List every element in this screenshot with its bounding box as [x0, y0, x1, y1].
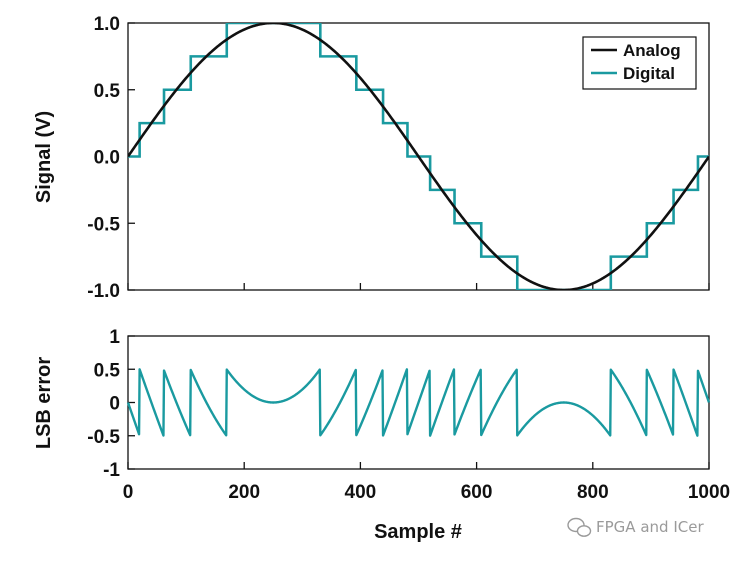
lsb-y-tick-label: 1: [109, 327, 120, 348]
signal-y-tick-label: -1.0: [87, 281, 120, 302]
lsb-x-tick-label: 600: [461, 482, 493, 503]
lsb-x-tick-label: 1000: [688, 482, 730, 503]
legend-label-digital: Digital: [623, 64, 675, 83]
legend: Analog Digital: [582, 36, 697, 90]
lsb-error-panel: 10.50-0.5-10 200 400 600 800 1000: [87, 327, 730, 503]
lsb-y-tick-label: -0.5: [87, 427, 120, 448]
signal-y-axis-label: Signal (V): [33, 111, 55, 203]
wechat-icon: [567, 517, 592, 537]
lsb-x-tick-label: 400: [345, 482, 377, 503]
watermark-text: FPGA and ICer: [596, 518, 704, 536]
lsb-error-series-line: [126, 368, 711, 437]
lsb-y-tick-label: 0.5: [94, 360, 121, 381]
lsb-x-tick-label: 200: [228, 482, 260, 503]
legend-label-analog: Analog: [623, 41, 681, 60]
x-axis-label: Sample #: [374, 521, 462, 543]
analog-series-line: [128, 23, 709, 290]
signal-panel: 1.0 0.5 0.0 -0.5 -1.0: [87, 14, 710, 302]
watermark: FPGA and ICer: [567, 517, 704, 537]
lsb-y-tick-label: -1: [103, 460, 120, 481]
legend-box: [582, 36, 697, 90]
lsb-y-tick-label: 0: [109, 394, 120, 415]
signal-y-tick-label: 1.0: [94, 14, 120, 35]
signal-y-tick-label: -0.5: [87, 214, 120, 235]
signal-y-tick-label: 0.0: [94, 148, 120, 169]
lsb-x-tick-label: 800: [577, 482, 609, 503]
lsb-x-tick-label: 0: [123, 482, 134, 503]
lsb-error-y-axis-label: LSB error: [33, 357, 55, 449]
signal-y-tick-label: 0.5: [94, 81, 121, 102]
